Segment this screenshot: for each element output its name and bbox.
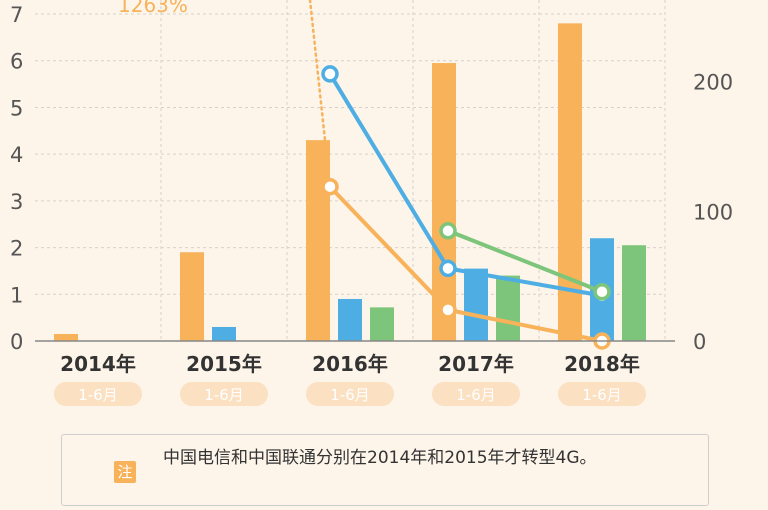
series-line xyxy=(447,228,603,294)
x-sublabel: 1-6月 xyxy=(78,386,118,404)
y-tick-left: 7 xyxy=(10,3,23,27)
x-sublabel: 1-6月 xyxy=(456,386,496,404)
x-sublabel: 1-6月 xyxy=(582,386,622,404)
sublabel-pill xyxy=(180,382,268,406)
line-point xyxy=(593,282,611,301)
x-tick-label: 2015年 xyxy=(186,352,262,376)
bar xyxy=(306,140,330,341)
note-badge: 注 xyxy=(114,461,136,483)
y-tick-right: 0 xyxy=(693,330,706,354)
bar xyxy=(370,307,394,341)
x-sublabel: 1-6月 xyxy=(330,386,370,404)
annotation-leader-line xyxy=(308,0,332,188)
x-tick-label: 2014年 xyxy=(60,352,136,376)
chart-axes: 0 1 2 3 4 5 6 7 0 100 200 2014年 1-6月 2015年 1-6月 2016年 1-… xyxy=(10,3,733,406)
y-tick-left: 5 xyxy=(10,96,23,120)
y-tick-left: 6 xyxy=(10,50,23,74)
bar xyxy=(180,252,204,341)
sublabel-pill xyxy=(306,382,394,406)
x-tick-label: 2017年 xyxy=(438,352,514,376)
sublabel-pill xyxy=(432,382,520,406)
bar xyxy=(464,268,488,341)
bar xyxy=(496,275,520,341)
bar xyxy=(338,298,362,341)
line-point xyxy=(439,222,457,240)
y-tick-right: 200 xyxy=(693,71,733,95)
line-point xyxy=(321,65,339,83)
annotation-label: 1263% xyxy=(118,0,188,17)
bar xyxy=(54,333,78,341)
x-tick-label: 2016年 xyxy=(312,352,388,376)
line-point xyxy=(439,301,457,319)
note-box: 注 中国电信和中国联通分别在2014年和2015年才转型4G。 xyxy=(61,434,709,506)
chart-lines xyxy=(308,0,611,350)
sublabel-pill xyxy=(54,382,142,406)
y-tick-left: 4 xyxy=(10,143,23,167)
y-tick-right: 100 xyxy=(693,200,733,224)
x-tick-label: 2018年 xyxy=(564,352,640,376)
bar xyxy=(212,326,236,341)
note-text: 中国电信和中国联通分别在2014年和2015年才转型4G。 xyxy=(163,448,597,468)
x-sublabel: 1-6月 xyxy=(204,386,244,404)
bar xyxy=(622,245,646,341)
line-point xyxy=(321,177,339,196)
y-tick-left: 1 xyxy=(10,283,23,307)
sublabel-pill xyxy=(558,382,646,406)
y-tick-left: 3 xyxy=(10,190,23,214)
y-tick-left: 2 xyxy=(10,237,23,261)
line-point xyxy=(439,259,457,278)
y-tick-left: 0 xyxy=(10,330,23,354)
chart-bars xyxy=(54,23,646,341)
